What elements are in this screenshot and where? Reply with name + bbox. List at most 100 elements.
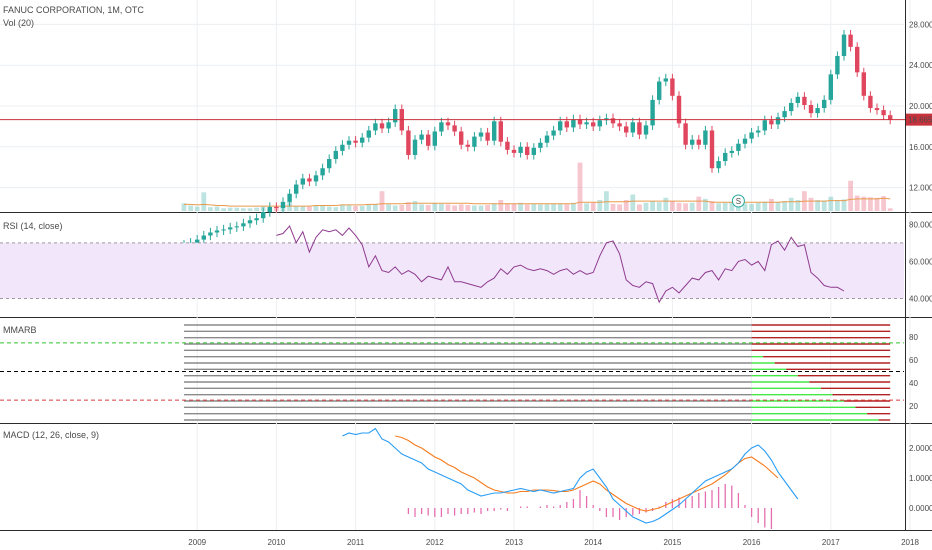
candle-body [221, 229, 226, 231]
volume-bar [861, 196, 867, 211]
x-tick-label: 2012 [426, 538, 444, 547]
volume-bar [881, 196, 886, 211]
candle-body [577, 119, 583, 125]
candle-body [208, 232, 213, 236]
volume-bar [247, 208, 253, 211]
candle-body [808, 104, 814, 114]
volume-bar [887, 208, 893, 211]
candle-body [307, 178, 312, 182]
volume-bar [841, 199, 847, 211]
volume-bar [208, 207, 213, 211]
volume-bar [366, 204, 372, 211]
candle-body [247, 220, 253, 224]
x-tick-label: 2018 [901, 538, 919, 547]
candle-body [544, 135, 550, 143]
volume-bar [485, 204, 490, 211]
volume-bar [617, 204, 622, 211]
candle-body [815, 108, 820, 114]
candle-body [485, 132, 490, 141]
candle-body [452, 125, 457, 132]
candle-body [564, 121, 569, 128]
candle-body [254, 218, 259, 221]
volume-bar [406, 202, 411, 211]
candle-body [353, 140, 358, 143]
candle-body [861, 72, 866, 96]
volume-bar [214, 206, 220, 211]
volume-bar [518, 202, 523, 211]
event-marker [731, 194, 745, 208]
volume-bar [854, 195, 860, 211]
candle-body [261, 212, 266, 219]
candle-body [736, 143, 741, 151]
candle-body [874, 108, 880, 111]
volume-bar [221, 208, 226, 211]
mmarb-tick-label: 80 [909, 333, 918, 342]
volume-bar [564, 204, 570, 211]
macd-title: MACD (12, 26, close, 9) [3, 430, 99, 440]
volume-bar [795, 200, 801, 211]
volume-bar [788, 197, 794, 211]
macd-line [342, 427, 799, 524]
candle-body [234, 226, 239, 228]
volume-bar [333, 207, 339, 211]
candle-body [558, 121, 563, 131]
volume-bar [419, 204, 424, 211]
volume-bar [551, 203, 556, 211]
candle-body [366, 130, 371, 138]
volume-bar [848, 180, 853, 211]
candle-body [445, 122, 451, 126]
candle-body [822, 99, 827, 109]
x-tick-label: 2013 [505, 538, 523, 547]
volume-bar [557, 203, 563, 211]
volume-bar [538, 204, 543, 211]
x-tick-label: 2009 [188, 538, 206, 547]
candle-body [775, 117, 781, 125]
candle-body [201, 235, 206, 240]
macd-signal-line [395, 435, 779, 512]
candle-body [492, 121, 497, 141]
candle-body [313, 175, 319, 182]
volume-bar [227, 207, 233, 211]
volume-bar [696, 196, 702, 211]
volume-bar [604, 191, 609, 211]
candle-body [591, 122, 596, 127]
candle-body [742, 138, 748, 144]
volume-bar [762, 201, 768, 211]
candle-body [610, 118, 616, 124]
candle-body [683, 123, 688, 145]
volume-bar [782, 201, 787, 211]
volume-bar [399, 204, 405, 211]
volume-bar [458, 204, 464, 211]
volume-bar [676, 202, 682, 211]
candle-body [841, 34, 847, 57]
candle-body [406, 130, 411, 155]
volume-bar [300, 206, 306, 211]
candle-body [802, 96, 807, 105]
volume-bar [346, 205, 352, 211]
candle-body [828, 74, 833, 100]
candle-body [340, 144, 345, 151]
volume-bar [465, 204, 471, 211]
candle-body [624, 126, 629, 133]
candle-body [294, 184, 299, 194]
volume-bar [194, 206, 200, 211]
rsi-line [276, 225, 845, 304]
volume-bar [571, 202, 576, 211]
chart-marks [0, 30, 932, 529]
volume-bar [868, 197, 873, 211]
volume-bar [544, 204, 550, 211]
volume-bar [597, 200, 603, 211]
candle-body [300, 178, 305, 185]
candle-body [650, 99, 655, 126]
candle-body [472, 136, 477, 147]
x-tick-label: 2011 [347, 538, 365, 547]
macd-tick-label: 1.0000 [909, 474, 932, 483]
chart-labels: 2009 2010 2011 2012 2013 2014 2015 2016 2017 2018… [188, 20, 932, 547]
candle-body [709, 130, 715, 169]
candle-body [511, 149, 517, 153]
last-price-label: 18.6650 [908, 116, 932, 125]
mmarb-tick-label: 20 [909, 402, 918, 411]
candle-body [690, 139, 695, 145]
candle-body [637, 122, 642, 135]
